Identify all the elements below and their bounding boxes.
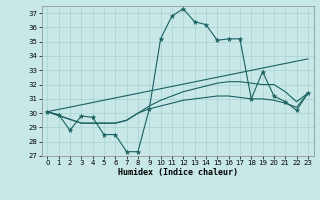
X-axis label: Humidex (Indice chaleur): Humidex (Indice chaleur) — [118, 168, 237, 177]
